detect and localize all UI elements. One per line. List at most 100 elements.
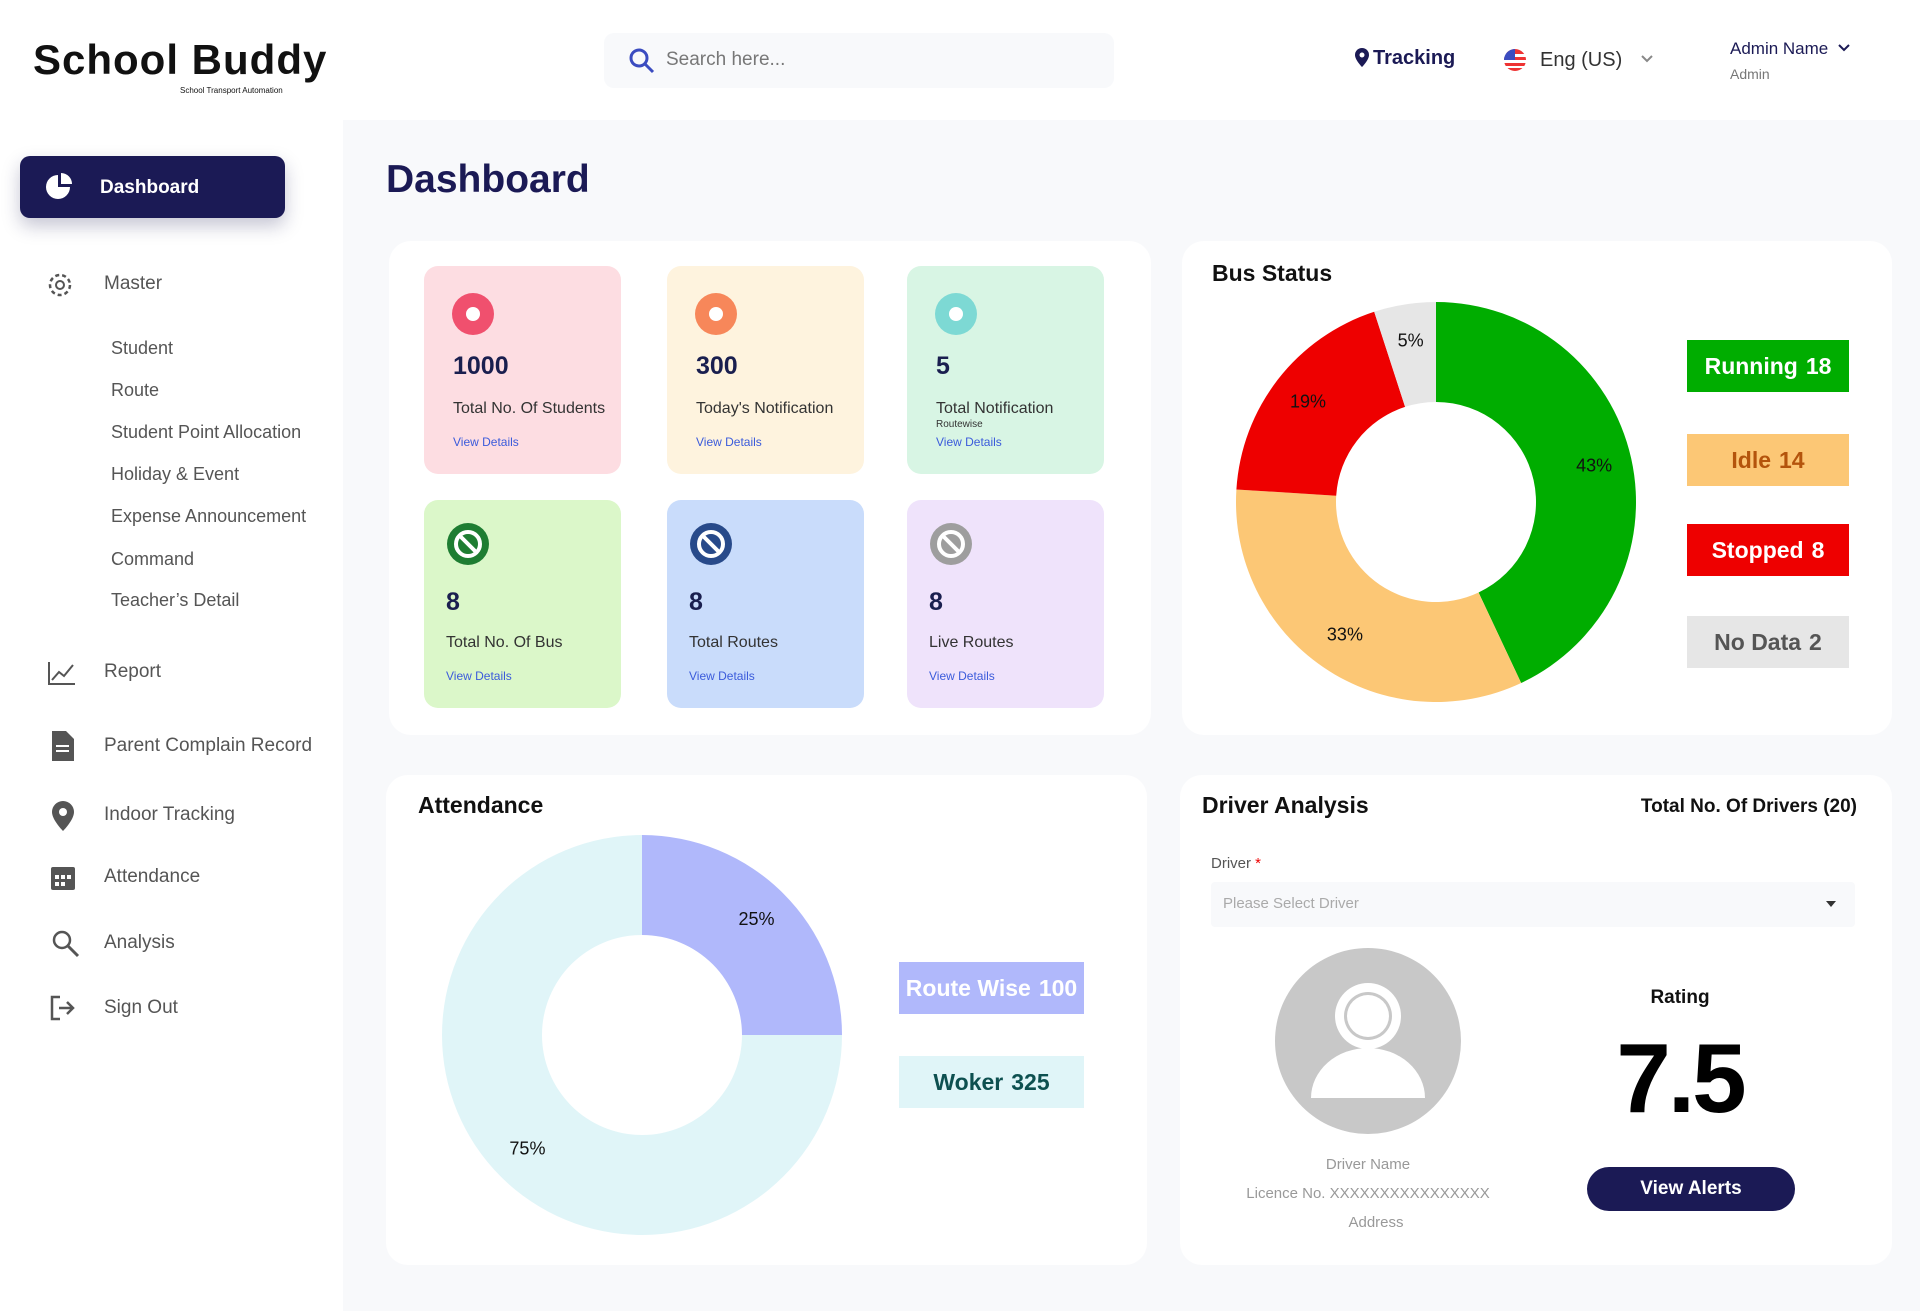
user-role: Admin: [1730, 66, 1770, 82]
legend-item: No Data 2: [1687, 616, 1849, 668]
attendance-icon: [51, 867, 75, 890]
user-caret: [1838, 44, 1850, 52]
tracking-link[interactable]: Tracking: [1373, 47, 1456, 69]
donut-segment: [642, 835, 842, 1035]
menu-item[interactable]: Indoor Tracking: [104, 804, 235, 825]
driver-name: Driver Name: [1325, 1156, 1411, 1173]
field-label-text: Driver: [1211, 855, 1251, 872]
menu-item[interactable]: Sign Out: [104, 997, 178, 1018]
legend-item: Running 18: [1687, 340, 1849, 392]
legend-value: 325: [1011, 1068, 1050, 1095]
active-menu-label: Dashboard: [100, 177, 200, 198]
icon-glyph: [941, 534, 961, 554]
submenu-item[interactable]: Holiday & Event: [111, 464, 240, 484]
percent-label: 25%: [739, 909, 775, 929]
stat-value: 300: [696, 352, 738, 380]
select-caret: [1826, 901, 1836, 907]
search-icon: [629, 48, 655, 74]
view-alerts-button[interactable]: View Alerts: [1587, 1167, 1795, 1211]
stat-link[interactable]: View Details: [936, 435, 1002, 449]
stat-label: Total No. Of Students: [453, 400, 606, 417]
stat-value: 5: [936, 352, 950, 380]
menu-item[interactable]: Parent Complain Record: [104, 735, 313, 756]
flag-icon: [1504, 49, 1526, 71]
submenu-item[interactable]: Route: [111, 380, 160, 400]
stat-label: Total Notification: [936, 400, 1054, 417]
donut-segment: [442, 835, 842, 1235]
legend-value: 14: [1779, 446, 1805, 473]
tracking-icon: [1355, 48, 1369, 67]
icon-glyph: [949, 307, 963, 321]
dashboard-icon: [46, 173, 72, 199]
master-icon: [48, 273, 72, 297]
legend-value: 18: [1805, 352, 1832, 379]
rating-value: 7.5: [1616, 1023, 1746, 1133]
driver-select[interactable]: [1211, 882, 1855, 927]
icon-glyph: [697, 530, 725, 558]
legend-value: 100: [1038, 974, 1078, 1001]
stat-card[interactable]: 1000 Total No. Of Students View Details: [424, 266, 621, 474]
menu-item[interactable]: Report: [104, 661, 162, 682]
indoor-tracking-icon: [52, 801, 74, 831]
menu-item[interactable]: Master: [104, 273, 163, 294]
stat-link[interactable]: View Details: [446, 669, 512, 683]
icon-glyph: [937, 530, 965, 558]
donut-segment: [1436, 302, 1636, 683]
icon-glyph: [709, 307, 723, 321]
search-box[interactable]: [604, 33, 1114, 88]
driver-address: Address: [1348, 1214, 1404, 1231]
stat-link[interactable]: View Details: [689, 669, 755, 683]
stat-label: Total No. Of Bus: [446, 634, 563, 651]
language-caret: [1641, 55, 1653, 63]
report-icon: [48, 662, 75, 685]
submenu-item[interactable]: Student: [111, 338, 174, 358]
stat-link[interactable]: View Details: [696, 435, 762, 449]
stat-value: 8: [446, 588, 460, 616]
stat-label: Live Routes: [929, 634, 1014, 651]
stat-icon: [447, 523, 489, 565]
driver-licence: Licence No. XXXXXXXXXXXXXXXX: [1246, 1185, 1490, 1202]
panel-title: Attendance: [418, 792, 544, 818]
stat-link[interactable]: View Details: [929, 669, 995, 683]
stat-icon: [452, 293, 494, 335]
select-placeholder: Please Select Driver: [1223, 895, 1359, 912]
stat-value: 8: [929, 588, 943, 616]
user-name[interactable]: Admin Name: [1730, 39, 1829, 58]
driver-avatar: [1275, 948, 1461, 1134]
stat-value: 1000: [453, 352, 509, 380]
legend-item: Stopped 8: [1687, 524, 1849, 576]
logo-subtitle: School Transport Automation: [180, 86, 283, 95]
attendance-chart: 25% 75%: [442, 835, 842, 1235]
legend-name: Route Wise: [905, 974, 1031, 1001]
stat-card[interactable]: 8 Live Routes View Details: [907, 500, 1104, 708]
panel-title: Bus Status: [1212, 260, 1333, 286]
menu-item[interactable]: Attendance: [104, 866, 201, 887]
bus-status-chart: 43% 33% 19% 5%: [1236, 302, 1636, 702]
panel-title: Driver Analysis: [1202, 792, 1369, 818]
stat-card[interactable]: 8 Total No. Of Bus View Details: [424, 500, 621, 708]
legend-name: No Data: [1714, 628, 1802, 655]
search-placeholder: Search here...: [666, 49, 786, 70]
legend-item: Idle 14: [1687, 434, 1849, 486]
stat-card[interactable]: 300 Today's Notification View Details: [667, 266, 864, 474]
menu-item[interactable]: Analysis: [104, 932, 175, 953]
submenu-item[interactable]: Expense Announcement: [111, 506, 307, 526]
donut-segment: [1236, 489, 1522, 702]
stat-card[interactable]: 5 Total Notification Routewise View Details: [907, 266, 1104, 474]
legend-name: Woker: [933, 1068, 1004, 1095]
complain-icon: [52, 731, 74, 761]
submenu-item[interactable]: Teacher’s Detail: [111, 590, 240, 610]
stat-link[interactable]: View Details: [453, 435, 519, 449]
stat-icon: [930, 523, 972, 565]
stat-label: Total Routes: [689, 634, 778, 651]
submenu-item[interactable]: Command: [111, 549, 195, 569]
field-label: Driver *: [1211, 855, 1261, 872]
legend-item: Route Wise 100: [899, 962, 1084, 1014]
sidebar: [0, 120, 343, 1311]
stat-card[interactable]: 8 Total Routes View Details: [667, 500, 864, 708]
stat-note: Routewise: [936, 419, 983, 430]
language[interactable]: Eng (US): [1540, 49, 1623, 71]
percent-label: 33%: [1327, 625, 1363, 645]
submenu-item[interactable]: Student Point Allocation: [111, 422, 302, 442]
